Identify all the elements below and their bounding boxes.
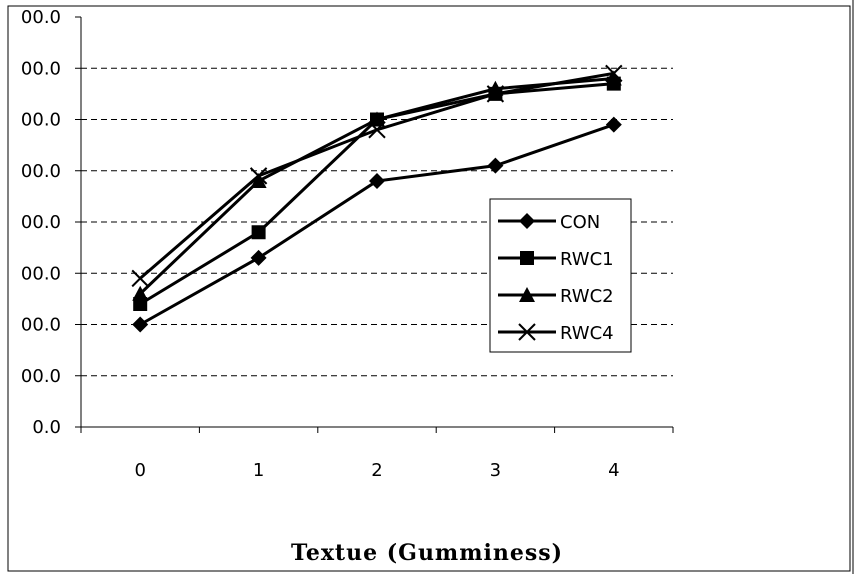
triangle-marker: [250, 173, 267, 188]
legend-item: RWC2: [498, 286, 614, 307]
series-rwc2: [132, 70, 622, 301]
axes: [75, 16, 674, 433]
diamond-marker: [132, 316, 149, 333]
x-marker: [368, 121, 386, 139]
y-tick-label: 00.0: [21, 366, 61, 387]
legend-item: RWC4: [498, 323, 614, 344]
y-tick-label: 00.0: [21, 58, 61, 79]
y-tick-label: 0.0: [32, 417, 61, 438]
series-group: [131, 64, 623, 333]
diamond-marker: [519, 213, 535, 229]
triangle-marker: [605, 70, 622, 86]
series-con: [132, 116, 622, 333]
x-tick-label: 2: [371, 460, 382, 481]
square-marker: [520, 251, 534, 265]
diamond-marker: [605, 116, 622, 133]
triangle-marker: [369, 111, 385, 127]
x-marker: [605, 64, 623, 83]
legend-label: RWC1: [560, 249, 614, 270]
x-tick-labels: 0 1 2 3 4: [134, 460, 619, 481]
x-marker-stroke: [368, 121, 386, 139]
y-tick-label: 00.0: [21, 161, 61, 182]
x-marker: [131, 269, 149, 288]
y-tick-label: 00.0: [21, 110, 61, 131]
chart-title: Textue (Gumminess): [290, 540, 564, 566]
legend: CON RWC1 RWC2 RWC4: [489, 198, 632, 353]
diamond-marker: [369, 173, 385, 189]
x-marker-stroke: [518, 323, 536, 341]
y-tick-label: 00.0: [21, 7, 61, 28]
series-rwc4: [131, 64, 623, 288]
legend-label: RWC4: [560, 323, 614, 344]
x-marker: [486, 85, 505, 103]
x-marker-stroke: [605, 64, 623, 83]
y-tick-label: 00.0: [21, 263, 61, 284]
square-marker: [251, 225, 266, 240]
diamond-marker: [487, 157, 504, 174]
x-tick-label: 0: [134, 460, 145, 481]
diamond-marker: [250, 249, 267, 266]
x-marker-stroke: [249, 167, 268, 185]
outer-border: [7, 5, 851, 572]
y-tick-label: 00.0: [21, 212, 61, 233]
x-marker-stroke: [131, 269, 149, 288]
x-tick-label: 3: [490, 460, 501, 481]
legend-box: [489, 198, 632, 353]
legend-label: CON: [560, 212, 600, 233]
x-marker-stroke: [486, 85, 505, 103]
triangle-marker: [132, 285, 149, 301]
legend-label: RWC2: [560, 286, 614, 307]
legend-item: RWC1: [498, 249, 614, 270]
triangle-marker: [519, 287, 535, 302]
x-tick-label: 4: [608, 460, 619, 481]
legend-item: CON: [498, 212, 600, 233]
y-tick-labels: 0.0 00.0 00.0 00.0 00.0 00.0 00.0 00.0 00.0: [21, 7, 61, 438]
x-marker: [249, 167, 268, 185]
x-tick-label: 1: [253, 460, 264, 481]
x-marker: [518, 323, 536, 341]
y-tick-label: 00.0: [21, 315, 61, 336]
